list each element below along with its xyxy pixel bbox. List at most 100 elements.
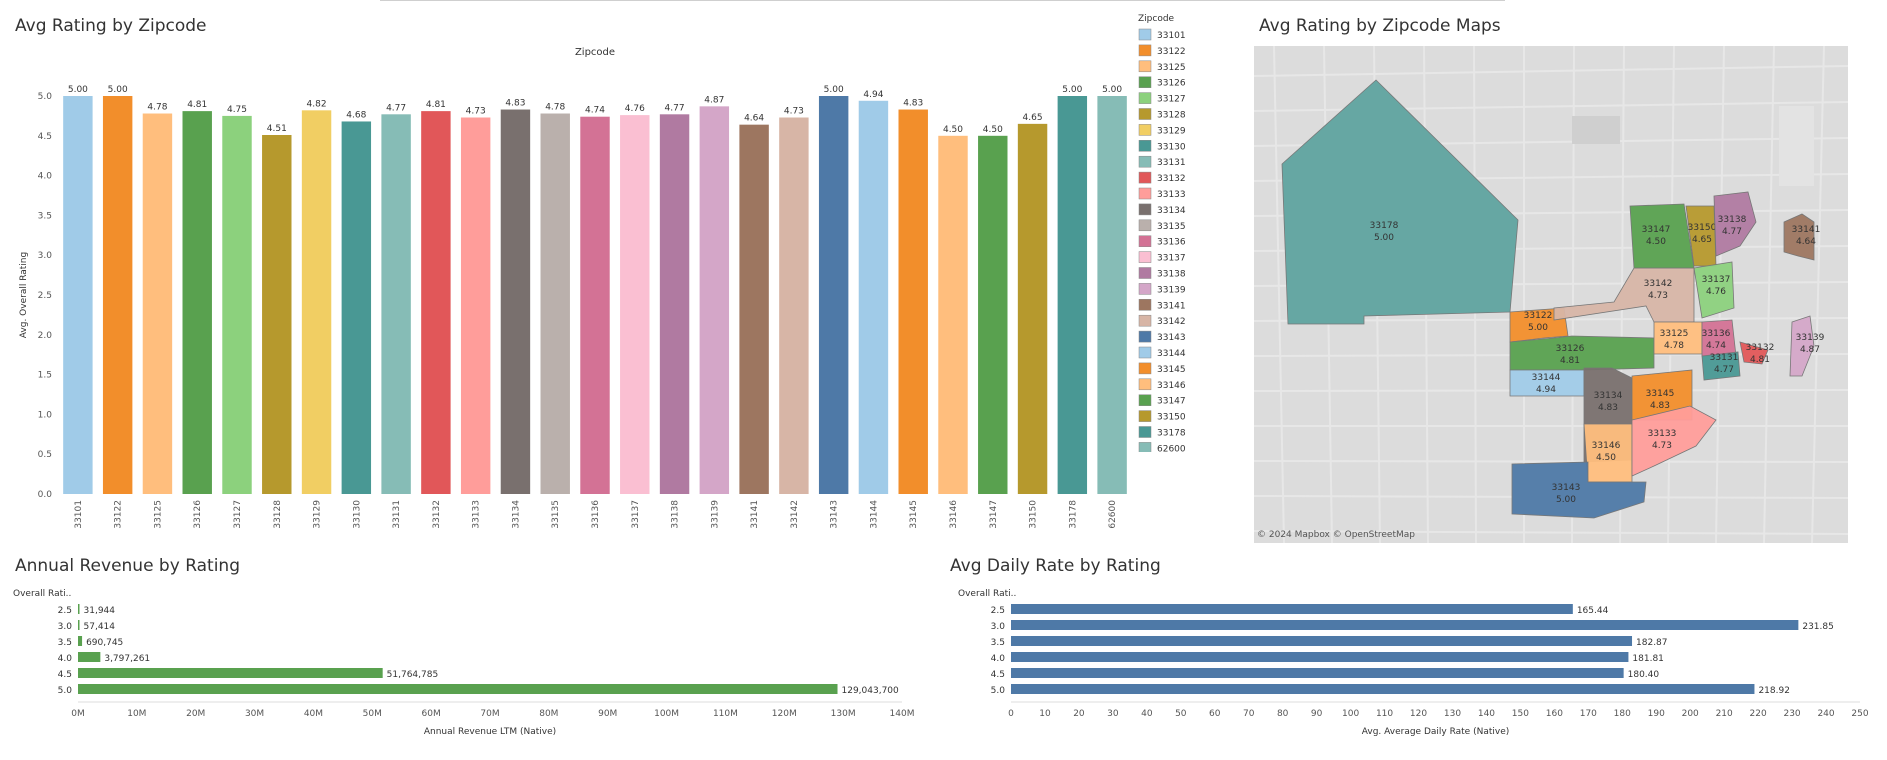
bar bbox=[182, 111, 212, 495]
map-region-33139 bbox=[1789, 315, 1815, 377]
bar bbox=[500, 109, 531, 495]
bar bbox=[1011, 620, 1799, 630]
bar-value-label: 4.78 bbox=[545, 103, 565, 113]
legend-item-label: 33128 bbox=[1157, 111, 1186, 121]
x-tick-label: 40M bbox=[304, 709, 323, 719]
y-tick-label: 2.5 bbox=[38, 291, 52, 301]
bar bbox=[78, 668, 383, 678]
legend-item-label: 33141 bbox=[1157, 301, 1186, 311]
x-tick-label: 33145 bbox=[909, 500, 919, 529]
x-tick-label: 230 bbox=[1783, 709, 1800, 719]
y-tick-label: 5.0 bbox=[38, 92, 53, 102]
x-tick-label: 33122 bbox=[114, 500, 124, 529]
map-region-zip-label: 33122 bbox=[1524, 311, 1553, 321]
x-tick-label: 130M bbox=[831, 709, 856, 719]
bar-value-label: 4.87 bbox=[704, 95, 724, 105]
x-tick-label: 33150 bbox=[1029, 500, 1039, 529]
x-tick-label: 130 bbox=[1444, 709, 1461, 719]
row-label: 4.5 bbox=[58, 670, 72, 680]
bar bbox=[699, 106, 730, 495]
map-region-zip-label: 33133 bbox=[1648, 429, 1677, 439]
bar-value-label: 4.77 bbox=[386, 103, 406, 113]
x-tick-label: 180 bbox=[1614, 709, 1631, 719]
x-tick-label: 33141 bbox=[750, 500, 760, 529]
bar bbox=[341, 121, 372, 495]
legend-item-label: 33129 bbox=[1157, 126, 1186, 136]
zipcode-map[interactable]: 33178 5.00 33122 5.00 33126 4.81 33144 4.94 3313… bbox=[1253, 45, 1849, 544]
x-tick-label: 33133 bbox=[472, 500, 482, 529]
x-tick-label: 80M bbox=[539, 709, 558, 719]
x-tick-label: 110M bbox=[713, 709, 738, 719]
x-tick-label: 10M bbox=[127, 709, 146, 719]
x-tick-label: 33143 bbox=[830, 500, 840, 529]
bar-value-label: 4.76 bbox=[625, 104, 645, 114]
bar bbox=[78, 620, 80, 630]
map-region-value-label: 4.73 bbox=[1652, 441, 1672, 451]
bar-value-label: 4.77 bbox=[665, 103, 685, 113]
map-canvas[interactable]: 33178 5.00 33122 5.00 33126 4.81 33144 4.94 3313… bbox=[1253, 45, 1849, 544]
row-label: 3.0 bbox=[58, 622, 73, 632]
adr-bar-chart: Overall Rati.. 2.5 165.44 3.0 231.85 3.5 182.8… bbox=[958, 589, 1869, 737]
x-tick-label: 210 bbox=[1716, 709, 1733, 719]
map-region-33138 bbox=[1713, 191, 1757, 257]
map-region-value-label: 4.73 bbox=[1648, 291, 1668, 301]
x-tick-label: 33125 bbox=[153, 500, 163, 529]
map-region-value-label: 4.77 bbox=[1714, 365, 1734, 375]
legend-swatch bbox=[1138, 140, 1152, 152]
bar bbox=[1057, 96, 1088, 494]
legend-swatch bbox=[1138, 187, 1152, 200]
map-region-value-label: 4.94 bbox=[1536, 385, 1556, 395]
bar-value-label: 180.40 bbox=[1628, 670, 1660, 680]
map-attribution: © 2024 Mapbox © OpenStreetMap bbox=[1257, 530, 1415, 540]
x-tick-label: 120 bbox=[1410, 709, 1427, 719]
bar bbox=[580, 116, 610, 495]
x-tick-label: 0M bbox=[71, 709, 85, 719]
bar-value-label: 165.44 bbox=[1577, 606, 1609, 616]
map-region-33132 bbox=[1739, 341, 1769, 365]
x-tick-label: 50M bbox=[363, 709, 382, 719]
bar-value-label: 4.81 bbox=[187, 100, 207, 110]
legend-swatch bbox=[1138, 203, 1152, 216]
legend-item-label: 33134 bbox=[1157, 206, 1186, 216]
x-tick-label: 20 bbox=[1073, 709, 1085, 719]
x-tick-label: 20M bbox=[186, 709, 205, 719]
y-tick-label: 4.5 bbox=[38, 132, 52, 142]
bar-value-label: 231.85 bbox=[1802, 622, 1834, 632]
legend-swatch bbox=[1138, 44, 1152, 57]
x-tick-label: 200 bbox=[1682, 709, 1699, 719]
bar-value-label: 4.75 bbox=[227, 105, 247, 115]
x-tick-label: 120M bbox=[772, 709, 797, 719]
x-tick-label: 100 bbox=[1342, 709, 1359, 719]
bar bbox=[222, 115, 252, 495]
bar-value-label: 218.92 bbox=[1758, 686, 1790, 696]
map-region-value-label: 4.64 bbox=[1796, 237, 1816, 247]
bar bbox=[779, 117, 809, 494]
x-tick-label: 33132 bbox=[432, 500, 442, 529]
x-tick-label: 33134 bbox=[511, 500, 521, 529]
bar-value-label: 51,764,785 bbox=[387, 670, 439, 680]
x-tick-label: 160 bbox=[1546, 709, 1563, 719]
bar bbox=[978, 135, 1008, 495]
bar bbox=[1011, 652, 1629, 662]
zipcode-legend[interactable]: Zipcode 33101 33122 33125 33126 33127 33128 331… bbox=[1138, 12, 1238, 452]
legend-item-label: 33142 bbox=[1157, 317, 1186, 327]
map-region-zip-label: 33141 bbox=[1792, 225, 1821, 235]
map-region-zip-label: 33145 bbox=[1646, 389, 1675, 399]
x-tick-label: 70 bbox=[1243, 709, 1255, 719]
map-region-zip-label: 33146 bbox=[1592, 441, 1621, 451]
bar-value-label: 4.82 bbox=[307, 99, 327, 109]
x-tick-label: 100M bbox=[654, 709, 679, 719]
bar bbox=[78, 636, 83, 646]
bar-value-label: 4.50 bbox=[943, 125, 963, 135]
map-region-zip-label: 33139 bbox=[1796, 333, 1825, 343]
y-tick-label: 3.5 bbox=[38, 211, 52, 221]
legend-item-label: 33125 bbox=[1157, 63, 1186, 73]
legend-swatch bbox=[1138, 442, 1152, 452]
map-region-value-label: 4.74 bbox=[1706, 341, 1726, 351]
map-region-value-label: 4.50 bbox=[1596, 453, 1616, 463]
legend-item-label: 33126 bbox=[1157, 79, 1186, 89]
legend-item-label: 33178 bbox=[1157, 429, 1186, 439]
bar-value-label: 4.83 bbox=[505, 99, 525, 109]
legend-item-label: 33144 bbox=[1157, 349, 1186, 359]
bar-value-label: 31,944 bbox=[84, 606, 116, 616]
